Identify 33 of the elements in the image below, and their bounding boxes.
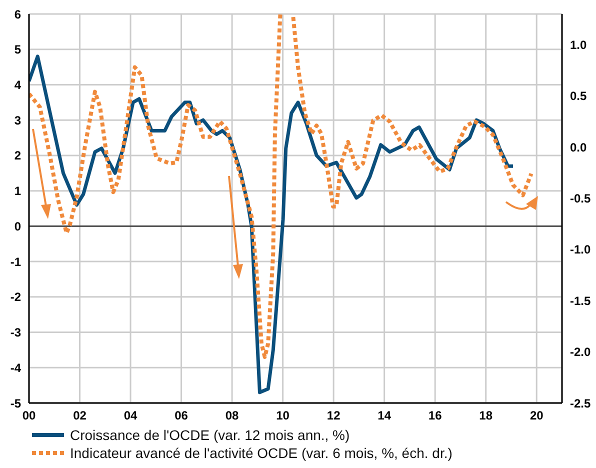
y2-tick-label: -2.0 xyxy=(570,345,592,360)
y-tick-label: 0 xyxy=(14,219,22,234)
y2-tick-label: 0.0 xyxy=(570,140,588,154)
y-tick-label: -4 xyxy=(10,360,22,375)
y2-tick-label: -2.5 xyxy=(570,396,592,410)
x-tick-label: 08 xyxy=(225,408,240,423)
y-tick-label: 6 xyxy=(14,7,22,22)
y2-tick-label: 1.0 xyxy=(570,38,588,52)
legend-label: Croissance de l'OCDE (var. 12 mois ann., %) xyxy=(70,426,350,444)
y-tick-label: 3 xyxy=(14,113,22,128)
y2-tick-label: -0.5 xyxy=(570,192,592,206)
y2-tick-label: -1.0 xyxy=(570,242,592,257)
y-tick-label: 2 xyxy=(14,148,22,163)
y-tick-label: -3 xyxy=(10,326,22,340)
x-tick-label: 18 xyxy=(479,408,493,423)
y-tick-label: 4 xyxy=(14,78,22,92)
x-tick-label: 04 xyxy=(124,408,138,423)
x-tick-label: 20 xyxy=(530,408,544,423)
y-tick-label: 5 xyxy=(14,42,22,57)
y-tick-label: -5 xyxy=(10,396,22,410)
x-tick-label: 14 xyxy=(378,408,392,423)
y-tick-label: 1 xyxy=(14,184,22,198)
y2-tick-label: 0.5 xyxy=(570,89,588,104)
legend-label: Indicateur avancé de l'activité OCDE (var. 6 mois, %, éch. dr.) xyxy=(70,444,452,462)
y2-tick-label: -1.5 xyxy=(570,294,592,308)
x-tick-label: 02 xyxy=(73,408,87,423)
y-tick-label: -2 xyxy=(10,290,22,304)
y-tick-label: -1 xyxy=(10,254,22,269)
x-tick-label: 12 xyxy=(326,408,341,423)
x-tick-label: 10 xyxy=(276,408,290,423)
x-tick-label: 16 xyxy=(428,408,442,423)
x-tick-label: 06 xyxy=(174,408,188,423)
x-tick-label: 00 xyxy=(22,408,36,423)
